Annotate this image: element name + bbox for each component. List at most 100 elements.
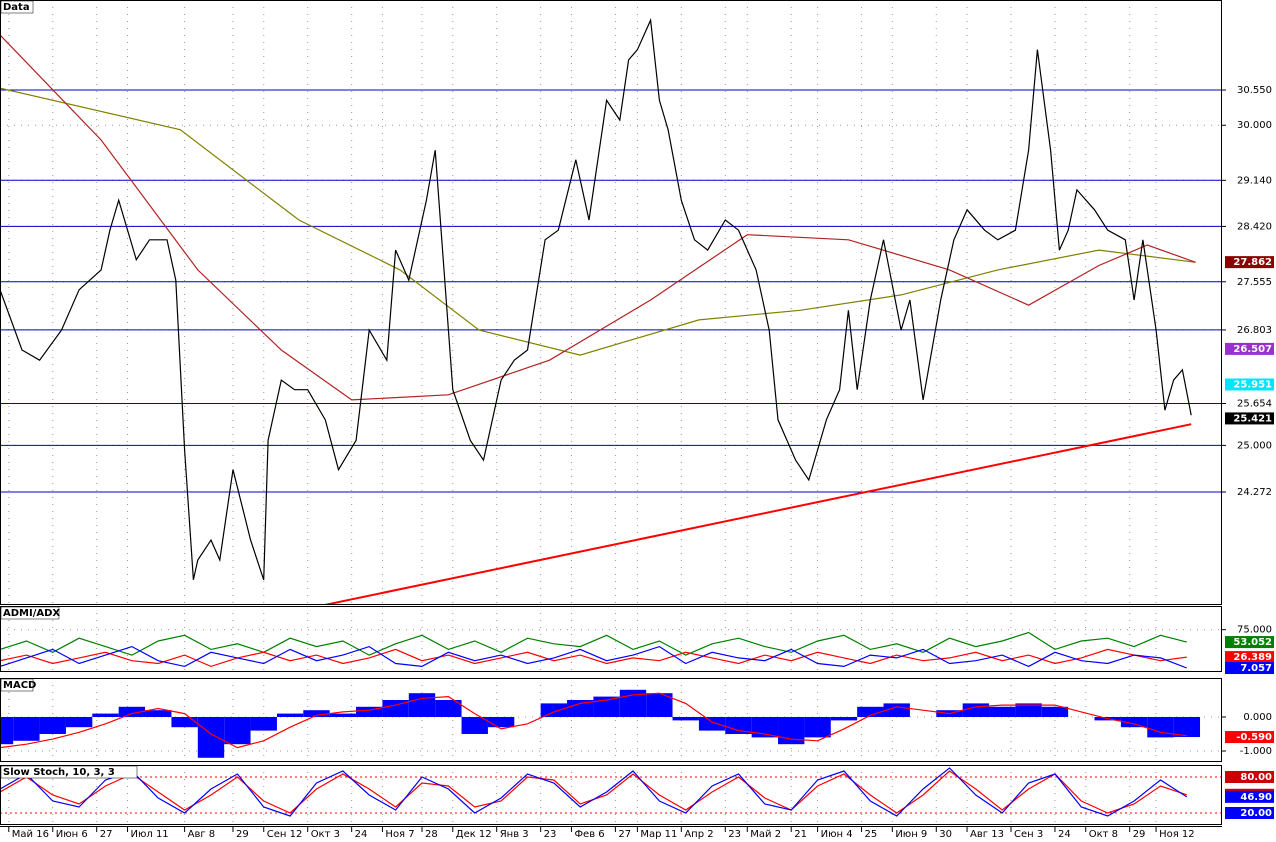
x-tick-label: Июн 6 [56, 829, 88, 840]
value-box [1225, 651, 1274, 664]
value-box-label: 7.057 [1240, 663, 1272, 674]
histogram-bar [540, 703, 568, 717]
value-box [1225, 636, 1274, 649]
histogram-bar [197, 716, 225, 758]
x-tick-label: Июл 11 [130, 829, 168, 840]
x-tick-label: Июн 9 [895, 829, 927, 840]
histogram-bar [1015, 703, 1042, 717]
value-box-label: 25.421 [1233, 413, 1272, 424]
y-tick-label: 26.803 [1237, 325, 1272, 336]
histogram-bar [725, 716, 752, 734]
histogram-bar [672, 716, 699, 721]
x-tick-label: Дек 12 [456, 829, 492, 840]
histogram-bar [567, 699, 594, 717]
histogram-bar [804, 716, 831, 738]
y-tick-label: -1.000 [1240, 746, 1272, 757]
histogram-bar [118, 706, 146, 717]
value-box [1225, 807, 1274, 819]
y-tick-label: 0.000 [1243, 712, 1272, 723]
panel-title: Slow Stoch, 10, 3, 3 [3, 767, 115, 778]
histogram-bar [356, 706, 383, 717]
panel-plot [1, 1, 1221, 604]
y-tick-label: 30.000 [1237, 120, 1272, 131]
histogram-bar [989, 706, 1016, 717]
y-tick-label: 75.000 [1237, 625, 1272, 636]
histogram-bar [145, 710, 172, 717]
series-line [1, 692, 1187, 749]
series-line [1, 645, 1188, 669]
histogram-bar [224, 716, 251, 745]
histogram-bar [65, 716, 93, 728]
histogram-bar [39, 716, 66, 734]
value-box [1225, 771, 1274, 783]
value-box-label: 20.00 [1240, 808, 1272, 819]
series-line [1, 87, 1196, 356]
value-box [1225, 378, 1274, 391]
histogram-bar [646, 693, 673, 717]
panel-title-bg [0, 606, 60, 620]
value-box [1225, 412, 1274, 425]
histogram-bar [461, 716, 488, 734]
y-tick-label: 24.272 [1237, 487, 1272, 498]
panel-title: MACD [3, 680, 36, 691]
x-tick-label: Окт 3 [311, 829, 340, 840]
panel-title: Data [3, 2, 30, 13]
y-tick-label: 30.550 [1237, 85, 1272, 96]
series-line [325, 423, 1192, 604]
x-tick-label: Фев 6 [574, 829, 604, 840]
histogram-bar [171, 716, 198, 728]
histogram-bar [1173, 716, 1201, 738]
value-box-label: 26.507 [1233, 344, 1272, 355]
panel-frame [0, 0, 1222, 605]
x-tick-label: 25 [865, 829, 878, 840]
x-tick-label: Май 2 [750, 829, 781, 840]
y-tick-label: 29.140 [1237, 175, 1272, 186]
histogram-bar [830, 716, 858, 721]
histogram-bar [250, 716, 277, 731]
value-box-label: 46.90 [1240, 792, 1272, 803]
y-tick-label: 27.555 [1237, 277, 1272, 288]
x-tick-label: 30 [939, 829, 952, 840]
panel-frame [0, 765, 1222, 825]
histogram-bar [1, 716, 14, 745]
histogram-bar [408, 693, 436, 717]
x-tick-label: 21 [794, 829, 807, 840]
x-tick-label: 23 [728, 829, 741, 840]
x-tick-label: Авг 13 [970, 829, 1004, 840]
value-box-label: 53.052 [1233, 637, 1272, 648]
panel-title-bg [0, 0, 34, 14]
histogram-bar [92, 713, 119, 717]
panel-plot [1, 607, 1221, 671]
x-tick-label: Апр 2 [684, 829, 713, 840]
value-box-label: 25.951 [1233, 379, 1272, 390]
x-tick-label: Авг 8 [188, 829, 216, 840]
value-box [1225, 662, 1274, 675]
value-box-label: 27.862 [1233, 257, 1272, 268]
y-tick-label: 25.654 [1237, 399, 1272, 410]
panel-title-bg [0, 765, 138, 779]
value-box-label: 26.389 [1233, 652, 1272, 663]
x-tick-label: Янв 3 [500, 829, 529, 840]
histogram-bar [329, 713, 357, 717]
x-tick-label: Сен 3 [1014, 829, 1043, 840]
histogram-bar [883, 703, 910, 717]
value-box-label: 80.00 [1240, 772, 1272, 783]
histogram-bar [435, 699, 462, 717]
x-tick-label: 24 [355, 829, 368, 840]
value-box [1225, 790, 1274, 803]
histogram-bar [13, 716, 40, 741]
y-tick-label: 28.420 [1237, 221, 1272, 232]
histogram-bar [593, 696, 620, 717]
panel-title: ADMI/ADX [3, 608, 60, 619]
x-tick-label: Сен 12 [267, 829, 303, 840]
x-tick-label: Ноя 7 [385, 829, 414, 840]
x-tick-label: Ноя 12 [1159, 829, 1195, 840]
histogram-bar [857, 706, 884, 717]
histogram-bar [1120, 716, 1148, 728]
x-tick-label: 24 [1058, 829, 1071, 840]
value-box [1225, 342, 1274, 355]
series-line [1, 631, 1187, 656]
histogram-bar [303, 710, 330, 717]
panel-title-bg [0, 678, 34, 692]
